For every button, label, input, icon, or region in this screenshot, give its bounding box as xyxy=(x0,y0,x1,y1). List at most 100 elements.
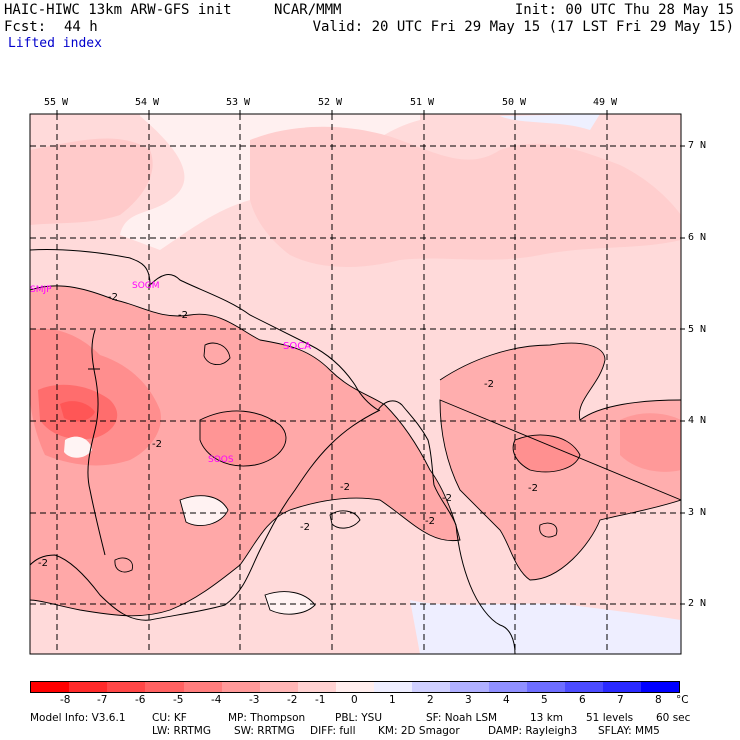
contour-label: -2 xyxy=(108,292,118,303)
contour-label: -2 xyxy=(425,516,435,527)
colorbar-tick: -8 xyxy=(60,694,71,706)
lon-label: 50 W xyxy=(502,97,527,108)
colorbar-swatch xyxy=(31,682,70,692)
colorbar-tick: 3 xyxy=(465,694,472,706)
contour-label: -2 xyxy=(528,483,538,494)
colorbar-swatch xyxy=(488,682,527,692)
lat-label: 4 N xyxy=(688,415,707,426)
lon-label: 55 W xyxy=(44,97,69,108)
colorbar-tick: 2 xyxy=(427,694,434,706)
band-minus-3 xyxy=(620,413,681,472)
colorbar-tick: -6 xyxy=(135,694,146,706)
lon-label: 53 W xyxy=(226,97,251,108)
band-minus-5 xyxy=(60,401,95,422)
model-info-levels: 51 levels xyxy=(586,712,634,724)
colorbar-tick: 5 xyxy=(541,694,548,706)
coastline xyxy=(29,248,516,655)
colorbar-swatch xyxy=(602,682,641,692)
lat-lon-grid xyxy=(30,114,681,654)
band-minus-3 xyxy=(513,435,580,472)
contour-label: -2 xyxy=(178,310,188,321)
contour-label: -2 xyxy=(484,379,494,390)
colorbar-swatch xyxy=(374,682,413,692)
contour-label: -2 xyxy=(442,493,452,504)
colorbar-swatch xyxy=(564,682,603,692)
colorbar-unit: °C xyxy=(676,694,689,706)
colorbar-tick: -2 xyxy=(287,694,298,706)
lon-label: 52 W xyxy=(318,97,343,108)
lat-label: 2 N xyxy=(688,598,707,609)
colorbar-swatch xyxy=(641,682,680,692)
model-info-sflay: SFLAY: MM5 xyxy=(598,725,660,737)
model-info-version: Model Info: V3.6.1 xyxy=(30,712,126,724)
model-info-cu: CU: KF xyxy=(152,712,187,724)
colorbar-tick: -1 xyxy=(315,694,326,706)
colorbar-tick: 0 xyxy=(351,694,358,706)
model-info-diff: DIFF: full xyxy=(310,725,356,737)
colorbar-swatch xyxy=(145,682,184,692)
colorbar-tick: 6 xyxy=(579,694,586,706)
colorbar-tick: 1 xyxy=(389,694,396,706)
pale-spot xyxy=(180,495,228,526)
fcst-value: 44 h xyxy=(64,19,98,35)
band-minus-3 xyxy=(200,410,286,466)
lon-label: 49 W xyxy=(593,97,618,108)
lat-label: 6 N xyxy=(688,232,707,243)
org-label: NCAR/MMM xyxy=(274,2,342,18)
colorbar-swatch xyxy=(412,682,451,692)
contour-lines xyxy=(30,285,681,617)
map-frame xyxy=(29,113,682,655)
colorbar xyxy=(30,681,680,693)
station-label-soca: SOCA xyxy=(283,341,311,352)
valid-time: Valid: 20 UTC Fri 29 May 15 (17 LST Fri … xyxy=(312,19,734,35)
fcst-label: Fcst: xyxy=(4,19,47,35)
lat-label: 7 N xyxy=(688,140,707,151)
positive-region xyxy=(410,600,681,654)
colorbar-swatch xyxy=(526,682,565,692)
model-title: HAIC-HIWC 13km ARW-GFS init xyxy=(4,2,232,18)
pale-spot xyxy=(64,436,92,458)
colorbar-tick: 8 xyxy=(655,694,662,706)
model-info-res: 13 km xyxy=(530,712,564,724)
model-info-mp: MP: Thompson xyxy=(228,712,306,724)
model-info-km: KM: 2D Smagor xyxy=(378,725,460,737)
init-time: Init: 00 UTC Thu 28 May 15 xyxy=(514,2,734,18)
colorbar-tick: -3 xyxy=(249,694,260,706)
colorbar-swatch xyxy=(336,682,375,692)
lat-label: 5 N xyxy=(688,324,707,335)
band-minus-1 xyxy=(250,126,681,267)
model-info-sf: SF: Noah LSM xyxy=(426,712,498,724)
axis-ticks xyxy=(56,110,685,605)
colorbar-tick: -4 xyxy=(211,694,222,706)
contour-label: -2 xyxy=(340,482,350,493)
station-label-soos: SOOS xyxy=(208,455,234,465)
colorbar-swatch xyxy=(259,682,298,692)
colorbar-swatch xyxy=(107,682,146,692)
colorbar-tick: -5 xyxy=(173,694,184,706)
pale-region xyxy=(500,114,600,130)
contour-label: -2 xyxy=(152,439,162,450)
lon-label: 51 W xyxy=(410,97,435,108)
colorbar-swatch xyxy=(183,682,222,692)
field-name: Lifted index xyxy=(8,36,102,51)
colorbar-tick: 4 xyxy=(503,694,510,706)
station-label-sogm: SOGM xyxy=(132,281,160,291)
model-info-lw: LW: RRTMG xyxy=(152,725,211,737)
colorbar-tick: -7 xyxy=(97,694,108,706)
colorbar-swatch xyxy=(69,682,108,692)
colorbar-tick: 7 xyxy=(617,694,624,706)
model-info-timestep: 60 sec xyxy=(656,712,691,724)
model-info-pbl: PBL: YSU xyxy=(335,712,383,724)
lon-label: 54 W xyxy=(135,97,160,108)
pale-spot xyxy=(265,591,315,615)
contour-label: -2 xyxy=(300,522,310,533)
shaded-field xyxy=(30,114,681,654)
colorbar-swatch xyxy=(221,682,260,692)
contour-label: -2 xyxy=(38,558,48,569)
band-minus-1 xyxy=(30,138,153,225)
model-info-damp: DAMP: Rayleigh3 xyxy=(488,725,578,737)
model-info-sw: SW: RRTMG xyxy=(234,725,295,737)
station-label-smjp: SMJP xyxy=(30,285,52,295)
colorbar-swatch xyxy=(297,682,336,692)
